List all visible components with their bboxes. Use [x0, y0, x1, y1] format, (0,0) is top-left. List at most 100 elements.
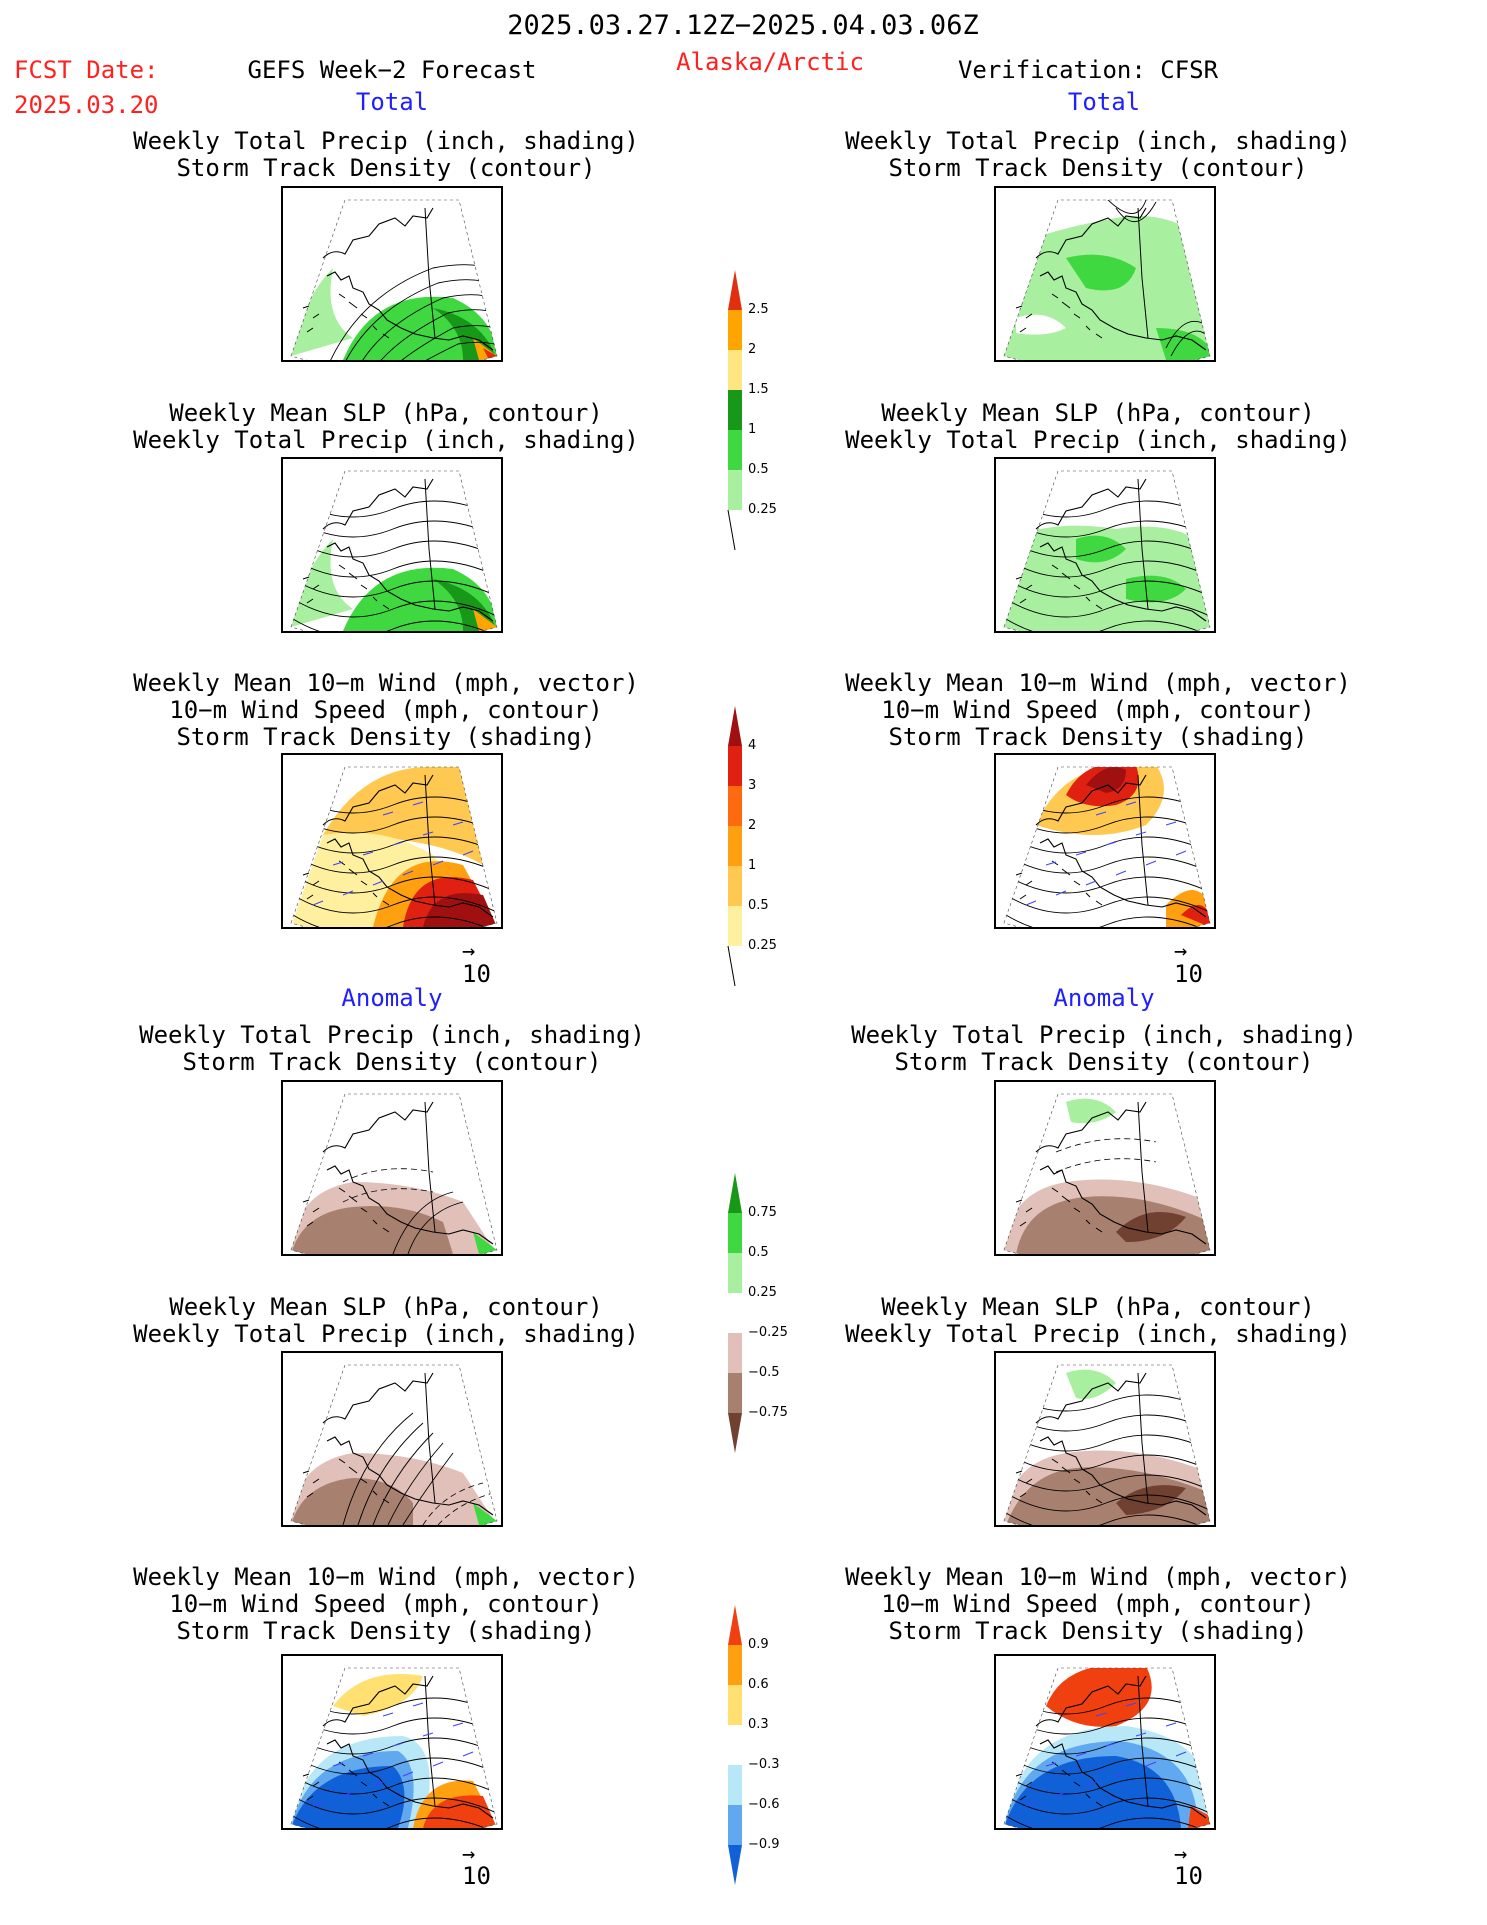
colorbar-precip-total: 2.5 2 1.5 1 0.5 0.25	[726, 270, 786, 560]
panel-title-anom-precip-left: Weekly Total Precip (inch, shading) Stor…	[139, 1021, 645, 1076]
section-label-total-left: Total	[355, 88, 429, 116]
vector-ref-arrow-total-left: →	[462, 939, 476, 964]
colorbar-bottom-tail	[727, 945, 736, 987]
map-anom-precip-verification	[994, 1080, 1216, 1256]
right-column-title: Verification: CFSR	[957, 56, 1219, 84]
colorbar-tick-label: 0.25	[748, 1285, 777, 1300]
panel-title-anom-wind-left: Weekly Mean 10−m Wind (mph, vector) 10−m…	[133, 1563, 639, 1645]
map-anom-wind-forecast	[281, 1654, 503, 1830]
region-label: Alaska/Arctic	[676, 48, 864, 76]
vector-ref-arrow-anom-right: →	[1174, 1842, 1188, 1867]
colorbar-graphic	[728, 1605, 742, 1885]
colorbar-tick-label: 1	[748, 422, 757, 437]
panel-title-anom-precip-right: Weekly Total Precip (inch, shading) Stor…	[851, 1021, 1357, 1076]
colorbar-segment	[728, 746, 742, 786]
colorbar-tick-label: 1	[748, 858, 757, 873]
panel-title-anom-slp-left: Weekly Mean SLP (hPa, contour) Weekly To…	[133, 1293, 639, 1348]
colorbar-storm-total: 4 3 2 1 0.5 0.25	[726, 706, 786, 996]
colorbar-graphic	[727, 270, 742, 551]
colorbar-tick-label: 0.9	[748, 1637, 769, 1652]
map-total-precip-verification	[994, 186, 1216, 362]
colorbar-tick-label: 1.5	[748, 382, 769, 397]
map-anom-precip-forecast	[281, 1080, 503, 1256]
colorbar-segment	[728, 1253, 742, 1293]
colorbar-segment	[728, 310, 742, 350]
vector-ref-label-anom-left: 10	[462, 1862, 491, 1890]
colorbar-tick-label: 0.5	[748, 462, 769, 477]
map-total-wind-forecast	[281, 753, 503, 929]
colorbar-segment	[728, 1293, 742, 1333]
colorbar-segment	[728, 1805, 742, 1845]
colorbar-segment	[728, 350, 742, 390]
colorbar-top-triangle	[728, 706, 742, 746]
colorbar-tick-label: −0.3	[748, 1757, 780, 1772]
colorbar-segment	[728, 826, 742, 866]
vector-ref-label-total-left: 10	[462, 960, 491, 988]
colorbar-tick-label: 0.6	[748, 1677, 769, 1692]
section-label-total-right: Total	[1067, 88, 1141, 116]
colorbar-segment	[728, 430, 742, 470]
panel-title-total-slp-right: Weekly Mean SLP (hPa, contour) Weekly To…	[845, 399, 1351, 454]
panel-title-anom-wind-right: Weekly Mean 10−m Wind (mph, vector) 10−m…	[845, 1563, 1351, 1645]
colorbar-storm-anom: 0.9 0.6 0.3 −0.3 −0.6 −0.9	[726, 1605, 786, 1895]
colorbar-bottom-triangle	[728, 1845, 742, 1885]
left-column-title: GEFS Week−2 Forecast	[247, 56, 537, 84]
colorbar-top-triangle	[728, 1173, 742, 1213]
map-anom-slp-forecast	[281, 1351, 503, 1527]
colorbar-bottom-tail	[727, 509, 736, 551]
colorbar-segment	[728, 1333, 742, 1373]
colorbar-tick-label: −0.25	[748, 1325, 788, 1340]
map-total-slp-forecast	[281, 457, 503, 633]
vector-ref-label-total-right: 10	[1174, 960, 1203, 988]
fcst-date-value: 2025.03.20	[14, 91, 159, 119]
colorbar-tick-label: −0.6	[748, 1797, 780, 1812]
colorbar-segment	[728, 1373, 742, 1413]
vector-ref-arrow-anom-left: →	[462, 1842, 476, 1867]
colorbar-segment	[728, 786, 742, 826]
colorbar-tick-label: 0.3	[748, 1717, 769, 1732]
colorbar-segment	[728, 470, 742, 510]
fcst-date-label: FCST Date:	[14, 56, 159, 84]
colorbar-tick-label: 0.25	[748, 502, 777, 517]
colorbar-segment	[728, 1645, 742, 1685]
vector-ref-label-anom-right: 10	[1174, 1862, 1203, 1890]
colorbar-graphic	[728, 1173, 742, 1453]
panel-title-total-wind-left: Weekly Mean 10−m Wind (mph, vector) 10−m…	[133, 669, 639, 751]
vector-ref-arrow-total-right: →	[1174, 939, 1188, 964]
map-anom-wind-verification	[994, 1654, 1216, 1830]
colorbar-top-triangle	[728, 1605, 742, 1645]
colorbar-top-triangle	[728, 270, 742, 310]
colorbar-segment	[728, 1213, 742, 1253]
colorbar-tick-label: 2	[748, 342, 757, 357]
colorbar-segment	[728, 1725, 742, 1765]
panel-title-total-precip-right: Weekly Total Precip (inch, shading) Stor…	[845, 127, 1351, 182]
colorbar-segment	[728, 390, 742, 430]
colorbar-segment	[728, 1685, 742, 1725]
colorbar-tick-label: 0.25	[748, 938, 777, 953]
colorbar-tick-label: −0.5	[748, 1365, 780, 1380]
panel-title-anom-slp-right: Weekly Mean SLP (hPa, contour) Weekly To…	[845, 1293, 1351, 1348]
colorbar-tick-label: 0.75	[748, 1205, 777, 1220]
section-label-anomaly-left: Anomaly	[341, 984, 443, 1012]
colorbar-tick-label: 3	[748, 778, 757, 793]
colorbar-tick-label: 4	[748, 738, 757, 753]
section-label-anomaly-right: Anomaly	[1053, 984, 1155, 1012]
map-total-wind-verification	[994, 753, 1216, 929]
colorbar-segment	[728, 866, 742, 906]
colorbar-tick-label: 0.5	[748, 898, 769, 913]
colorbar-bottom-triangle	[728, 1413, 742, 1453]
panel-title-total-slp-left: Weekly Mean SLP (hPa, contour) Weekly To…	[133, 399, 639, 454]
colorbar-precip-anom: 0.75 0.5 0.25 −0.25 −0.5 −0.75	[726, 1173, 788, 1463]
date-range-title: 2025.03.27.12Z−2025.04.03.06Z	[507, 10, 979, 41]
panel-title-total-wind-right: Weekly Mean 10−m Wind (mph, vector) 10−m…	[845, 669, 1351, 751]
colorbar-segment	[728, 1765, 742, 1805]
colorbar-graphic	[727, 706, 742, 987]
colorbar-tick-label: 2.5	[748, 302, 769, 317]
colorbar-tick-label: −0.9	[748, 1837, 780, 1852]
panel-title-total-precip-left: Weekly Total Precip (inch, shading) Stor…	[133, 127, 639, 182]
colorbar-tick-label: 0.5	[748, 1245, 769, 1260]
colorbar-tick-label: 2	[748, 818, 757, 833]
map-total-slp-verification	[994, 457, 1216, 633]
map-anom-slp-verification	[994, 1351, 1216, 1527]
colorbar-tick-label: −0.75	[748, 1405, 788, 1420]
